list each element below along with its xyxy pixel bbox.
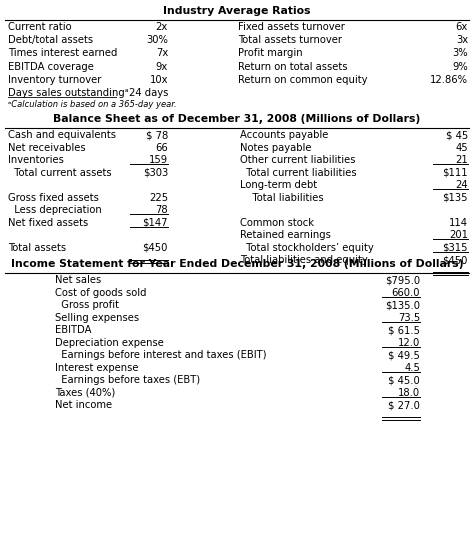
Text: Total assets: Total assets bbox=[8, 243, 66, 253]
Text: 10x: 10x bbox=[149, 75, 168, 85]
Text: Cost of goods sold: Cost of goods sold bbox=[55, 288, 146, 298]
Text: Retained earnings: Retained earnings bbox=[240, 230, 331, 240]
Text: $147: $147 bbox=[143, 218, 168, 228]
Text: Accounts payable: Accounts payable bbox=[240, 130, 328, 140]
Text: Inventory turnover: Inventory turnover bbox=[8, 75, 101, 85]
Text: Inventories: Inventories bbox=[8, 155, 64, 165]
Text: Days sales outstandingᵃ: Days sales outstandingᵃ bbox=[8, 88, 129, 98]
Text: Taxes (40%): Taxes (40%) bbox=[55, 388, 115, 398]
Text: Balance Sheet as of December 31, 2008 (Millions of Dollars): Balance Sheet as of December 31, 2008 (M… bbox=[54, 114, 420, 124]
Text: 66: 66 bbox=[155, 143, 168, 153]
Text: Net sales: Net sales bbox=[55, 275, 101, 285]
Text: Cash and equivalents: Cash and equivalents bbox=[8, 130, 116, 140]
Text: 73.5: 73.5 bbox=[398, 313, 420, 323]
Text: $795.0: $795.0 bbox=[385, 275, 420, 285]
Text: Common stock: Common stock bbox=[240, 218, 314, 228]
Text: 18.0: 18.0 bbox=[398, 388, 420, 398]
Text: 9%: 9% bbox=[452, 61, 468, 72]
Text: Gross fixed assets: Gross fixed assets bbox=[8, 193, 99, 203]
Text: Total current liabilities: Total current liabilities bbox=[240, 168, 356, 178]
Text: Total stockholders’ equity: Total stockholders’ equity bbox=[240, 243, 374, 253]
Text: EBITDA coverage: EBITDA coverage bbox=[8, 61, 94, 72]
Text: Depreciation expense: Depreciation expense bbox=[55, 338, 164, 348]
Text: Industry Average Ratios: Industry Average Ratios bbox=[163, 6, 311, 16]
Text: $135: $135 bbox=[443, 193, 468, 203]
Text: Total current assets: Total current assets bbox=[8, 168, 111, 178]
Text: EBITDA: EBITDA bbox=[55, 325, 91, 335]
Text: 7x: 7x bbox=[156, 48, 168, 59]
Text: Earnings before interest and taxes (EBIT): Earnings before interest and taxes (EBIT… bbox=[55, 350, 266, 360]
Text: $ 61.5: $ 61.5 bbox=[388, 325, 420, 335]
Text: 45: 45 bbox=[456, 143, 468, 153]
Text: Total liabilities and equity: Total liabilities and equity bbox=[240, 255, 368, 265]
Text: Notes payable: Notes payable bbox=[240, 143, 311, 153]
Text: $111: $111 bbox=[442, 168, 468, 178]
Text: 4.5: 4.5 bbox=[404, 363, 420, 373]
Text: 9x: 9x bbox=[156, 61, 168, 72]
Text: 6x: 6x bbox=[456, 22, 468, 32]
Text: 201: 201 bbox=[449, 230, 468, 240]
Text: Times interest earned: Times interest earned bbox=[8, 48, 118, 59]
Text: Profit margin: Profit margin bbox=[238, 48, 302, 59]
Text: 3%: 3% bbox=[452, 48, 468, 59]
Text: 225: 225 bbox=[149, 193, 168, 203]
Text: Gross profit: Gross profit bbox=[55, 300, 119, 310]
Text: $315: $315 bbox=[443, 243, 468, 253]
Text: Current ratio: Current ratio bbox=[8, 22, 72, 32]
Text: Less depreciation: Less depreciation bbox=[8, 205, 102, 215]
Text: Long-term debt: Long-term debt bbox=[240, 180, 317, 190]
Text: Net income: Net income bbox=[55, 400, 112, 410]
Text: $135.0: $135.0 bbox=[385, 300, 420, 310]
Text: Income Statement for Year Ended December 31, 2008 (Millions of Dollars): Income Statement for Year Ended December… bbox=[11, 259, 463, 269]
Text: 159: 159 bbox=[149, 155, 168, 165]
Text: Debt/total assets: Debt/total assets bbox=[8, 35, 93, 45]
Text: Net fixed assets: Net fixed assets bbox=[8, 218, 88, 228]
Text: $ 49.5: $ 49.5 bbox=[388, 350, 420, 360]
Text: Interest expense: Interest expense bbox=[55, 363, 138, 373]
Text: 660.0: 660.0 bbox=[392, 288, 420, 298]
Text: 114: 114 bbox=[449, 218, 468, 228]
Text: $450: $450 bbox=[143, 243, 168, 253]
Text: Fixed assets turnover: Fixed assets turnover bbox=[238, 22, 345, 32]
Text: $303: $303 bbox=[143, 168, 168, 178]
Text: 12.86%: 12.86% bbox=[430, 75, 468, 85]
Text: Total liabilities: Total liabilities bbox=[240, 193, 324, 203]
Text: 21: 21 bbox=[455, 155, 468, 165]
Text: $ 45: $ 45 bbox=[446, 130, 468, 140]
Text: 78: 78 bbox=[155, 205, 168, 215]
Text: Other current liabilities: Other current liabilities bbox=[240, 155, 356, 165]
Text: Total assets turnover: Total assets turnover bbox=[238, 35, 342, 45]
Text: 12.0: 12.0 bbox=[398, 338, 420, 348]
Text: Return on total assets: Return on total assets bbox=[238, 61, 347, 72]
Text: ᵃCalculation is based on a 365-day year.: ᵃCalculation is based on a 365-day year. bbox=[8, 100, 177, 109]
Text: $ 27.0: $ 27.0 bbox=[388, 400, 420, 410]
Text: 3x: 3x bbox=[456, 35, 468, 45]
Text: 30%: 30% bbox=[146, 35, 168, 45]
Text: $ 45.0: $ 45.0 bbox=[388, 375, 420, 385]
Text: 24 days: 24 days bbox=[128, 88, 168, 98]
Text: $ 78: $ 78 bbox=[146, 130, 168, 140]
Text: Earnings before taxes (EBT): Earnings before taxes (EBT) bbox=[55, 375, 200, 385]
Text: Return on common equity: Return on common equity bbox=[238, 75, 367, 85]
Text: $450: $450 bbox=[443, 255, 468, 265]
Text: 2x: 2x bbox=[156, 22, 168, 32]
Text: Selling expenses: Selling expenses bbox=[55, 313, 139, 323]
Text: Net receivables: Net receivables bbox=[8, 143, 86, 153]
Text: 24: 24 bbox=[456, 180, 468, 190]
